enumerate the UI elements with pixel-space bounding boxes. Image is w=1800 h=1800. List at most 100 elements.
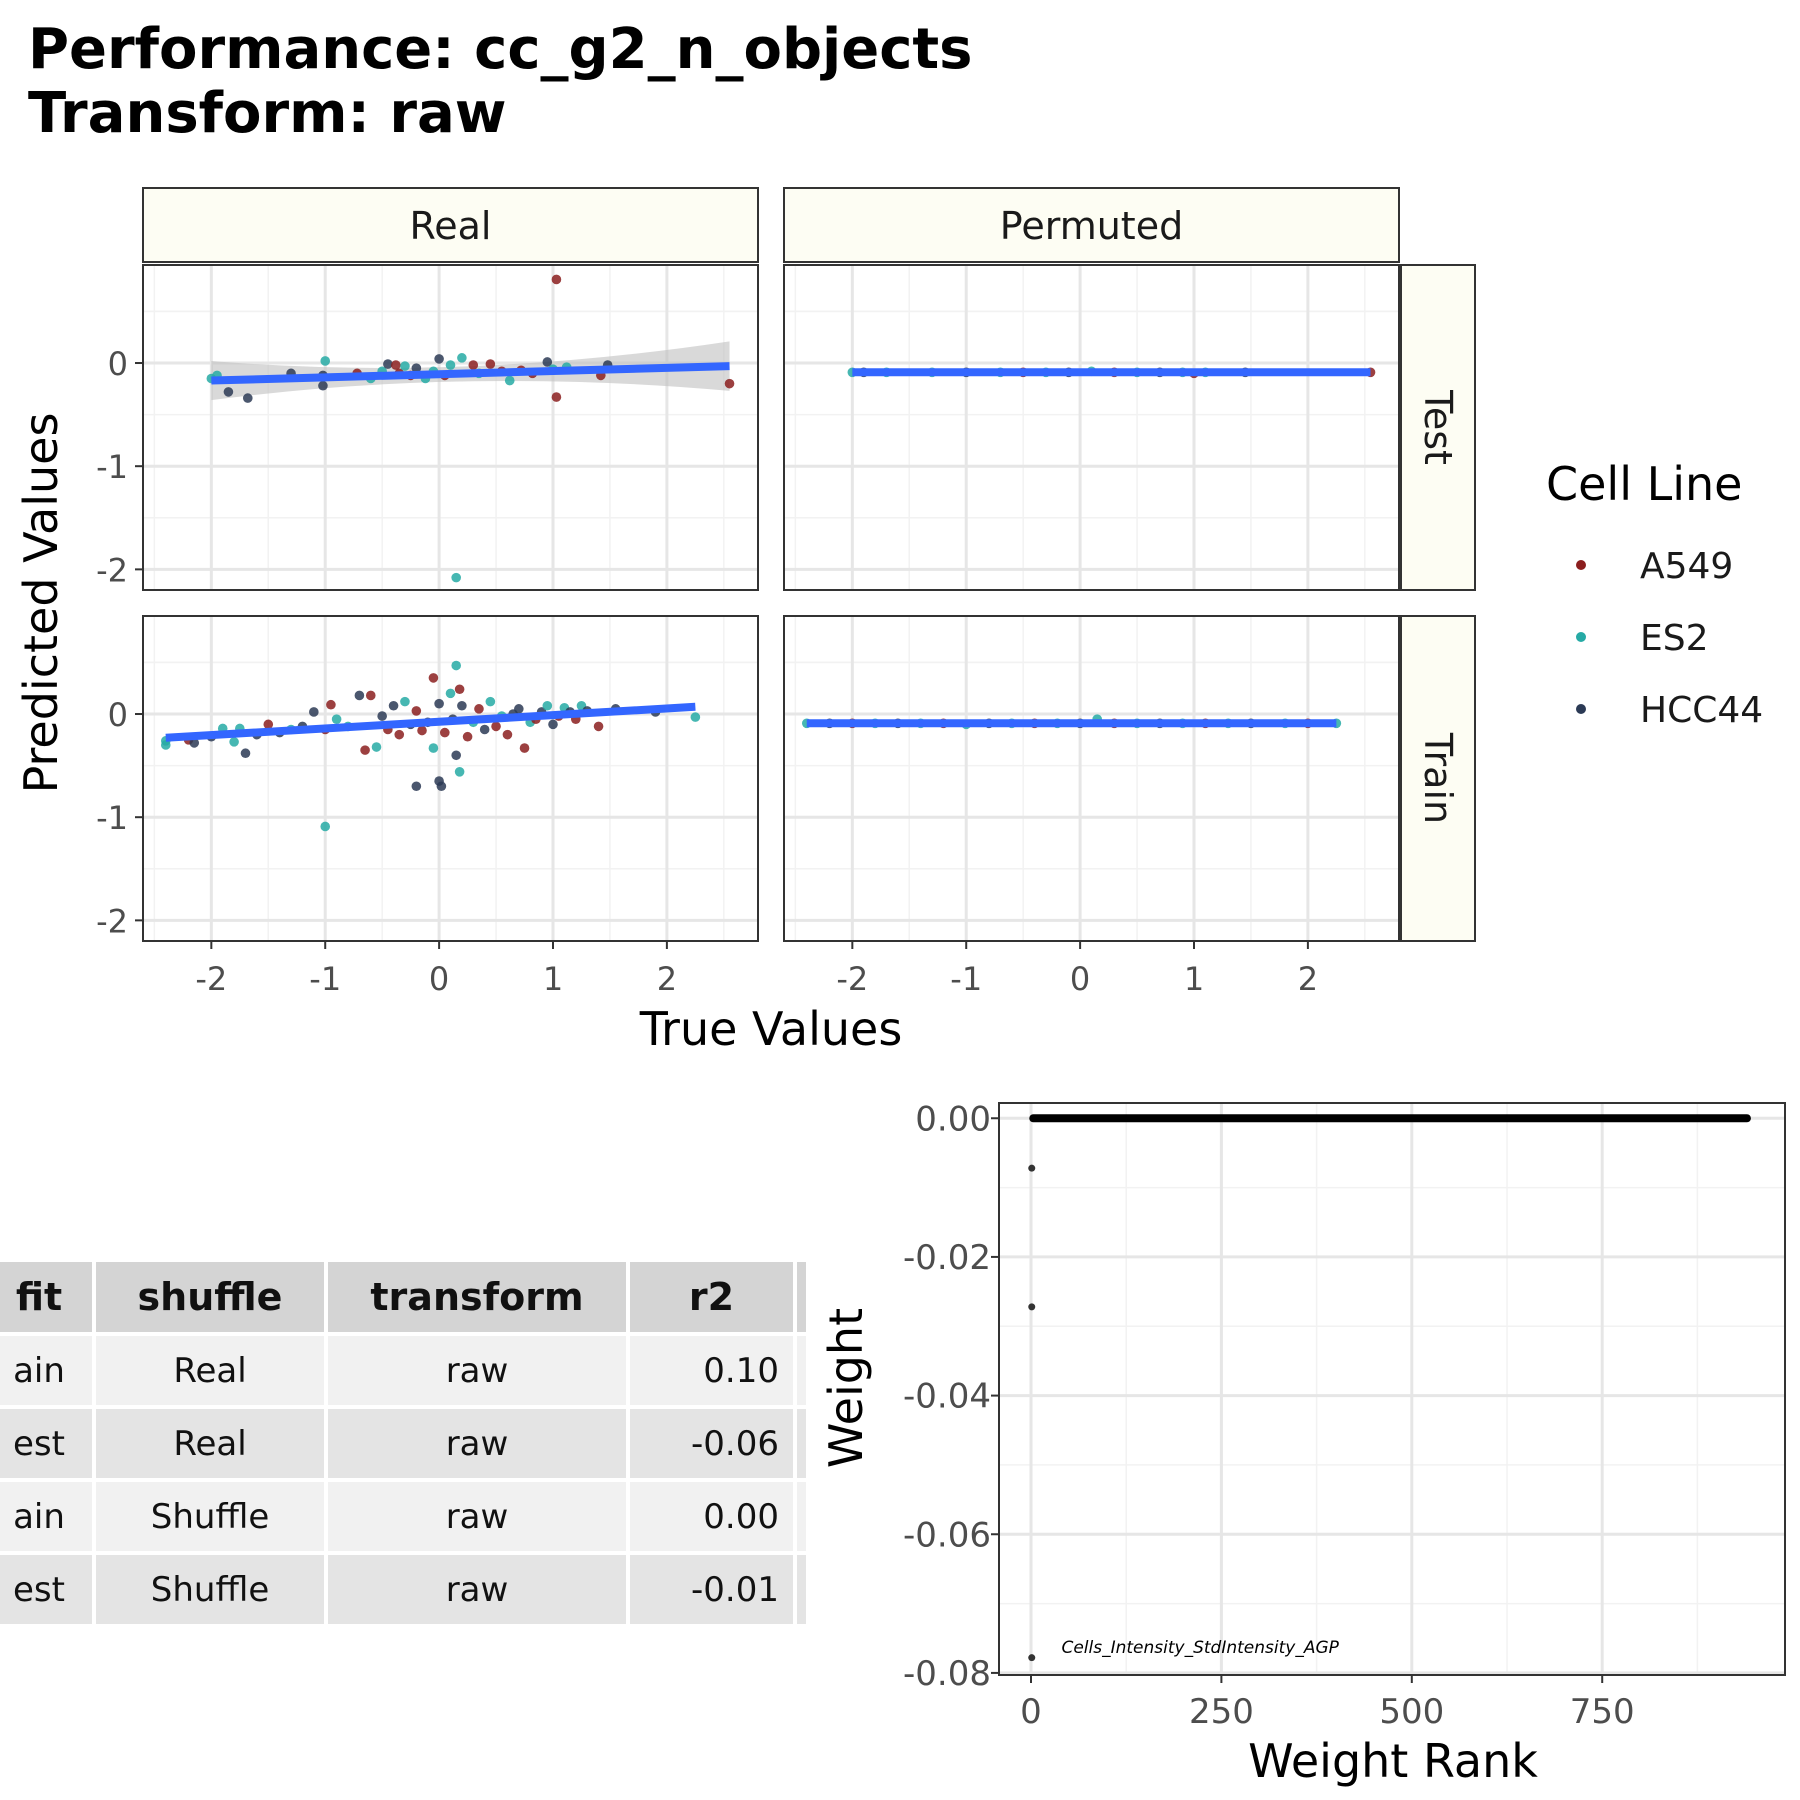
data-point-hcc44 [436,781,447,792]
table-cell-transform: raw [328,1555,626,1624]
data-point-es2 [690,712,701,722]
legend-item-a549: A549 [1576,546,1733,587]
panel-border [783,615,1400,942]
x-tick-label: 2 [657,960,677,998]
table-cell-valu: 0.60 [797,1482,806,1551]
data-point-hcc44 [318,380,328,391]
metrics-table: fitshuffletransformr2valu ainRealraw0.10… [0,1258,806,1628]
data-point-hcc44 [542,357,553,367]
table-cell-shuffle: Shuffle [96,1555,324,1624]
data-point-hcc44 [383,359,393,369]
table-cell-fit: ain [0,1336,92,1405]
data-point-es2 [445,688,456,699]
facet-strip-train [1400,615,1476,942]
y-axis-title: Predicted Values [14,413,68,794]
regression-line [165,702,696,742]
legend-key-a549 [1576,560,1586,570]
data-point-a549 [365,690,376,701]
facet-strip-permuted [783,187,1400,263]
data-point-hcc44 [451,750,461,761]
panel-border [142,264,759,591]
x-tick-label: -2 [195,960,227,998]
table-cell-r2: -0.06 [630,1409,793,1478]
facet-strip-label-train: Train [1416,732,1460,824]
data-point-a549 [454,684,465,695]
table-cell-fit: ain [0,1482,92,1551]
y-axis-title: Weight [819,1308,873,1468]
weight-point [1028,1303,1036,1311]
legend-key-es2 [1576,632,1586,642]
data-point-a549 [468,360,479,370]
x-tick-label: -1 [950,960,982,998]
table-cell-shuffle: Real [96,1409,324,1478]
data-point-es2 [451,660,461,671]
y-tick-label: -0.08 [903,1654,991,1694]
table-cell-shuffle: Real [96,1336,324,1405]
y-tick-label: -0.04 [903,1377,991,1417]
metrics-table-container: fitshuffletransformr2valu ainRealraw0.10… [0,1258,806,1630]
x-tick-label: 0 [1020,1692,1042,1732]
weight-point [1028,1654,1036,1662]
data-point-es2 [331,714,342,724]
table-cell-fit: est [0,1555,92,1624]
legend-item-es2: ES2 [1576,618,1709,659]
panel-border [142,615,759,942]
x-tick-label: 500 [1379,1692,1444,1732]
y-tick-label: -0.02 [903,1238,991,1278]
data-point-es2 [457,353,467,363]
data-point-hcc44 [411,781,422,792]
data-point-a549 [491,721,501,732]
table-cell-transform: raw [328,1482,626,1551]
data-point-a549 [502,729,513,740]
facet-strip-real [142,187,759,263]
data-point-es2 [485,696,496,707]
data-point-es2 [428,743,439,753]
facet-strip-label-permuted: Permuted [1000,204,1183,248]
data-point-es2 [451,572,461,583]
legend-label: HCC44 [1640,690,1763,731]
data-point-a549 [263,719,274,730]
faceted-scatter-chart: Real Permuted Test Train 0 -1 -2 0 -1 -2 -2 -1 0 1 2 -2… [14,187,1476,1056]
regression-line [211,362,730,385]
legend-label: A549 [1640,546,1733,587]
facet-strip-label-real: Real [410,204,492,248]
data-point-a549 [724,378,735,389]
data-point-hcc44 [377,711,387,721]
data-point-hcc44 [411,363,422,373]
data-point-hcc44 [223,387,234,397]
facet-panel-real-train [142,615,759,942]
data-point-a549 [551,274,562,285]
data-point-a549 [440,727,450,738]
data-point-a549 [551,392,562,402]
data-point-a549 [394,729,405,740]
y-tick-label: -2 [96,902,128,940]
data-point-es2 [229,737,239,747]
data-point-a549 [360,745,370,755]
data-point-hcc44 [354,690,365,701]
data-point-es2 [400,361,410,371]
table-cell-fit: est [0,1409,92,1478]
panel-border [783,264,1400,591]
table-header-transform: transform [328,1262,626,1332]
y-tick-label: -2 [96,551,128,589]
table-cell-valu: 0.92 [797,1409,806,1478]
data-point-a549 [462,731,473,742]
x-tick-label: 750 [1570,1692,1635,1732]
facet-panel-permuted-test [783,264,1400,591]
data-point-hcc44 [457,700,467,711]
panel-background [784,265,1399,590]
data-point-hcc44 [548,719,558,730]
facet-strip-test [1400,264,1476,591]
legend-key-hcc44 [1576,704,1586,714]
data-point-es2 [320,356,331,366]
legend-item-hcc44: HCC44 [1576,690,1763,731]
table-cell-valu: 0.87 [797,1555,806,1624]
data-point-hcc44 [479,724,490,735]
y-tick-label: -1 [96,799,128,837]
weight-annotation: Cells_Intensity_StdIntensity_AGP [1061,1638,1339,1658]
legend-label: ES2 [1640,618,1709,659]
